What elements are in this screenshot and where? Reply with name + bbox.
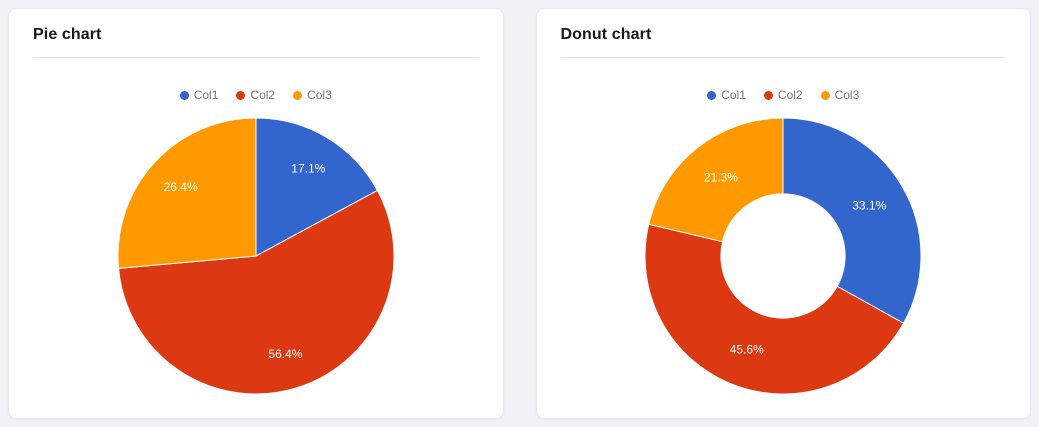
slice-value-label: 26.4% xyxy=(163,180,197,194)
legend-item-col3[interactable]: Col3 xyxy=(293,88,332,102)
slice-value-label: 17.1% xyxy=(291,161,325,175)
pie-chart-card: Pie chart Col1 Col2 Col3 17.1% 56.4% 26.4% xyxy=(8,8,504,419)
legend-label: Col3 xyxy=(307,88,332,102)
slice-col1[interactable] xyxy=(255,117,378,257)
legend-swatch-icon xyxy=(293,90,303,100)
slice-value-label: 21.3% xyxy=(704,171,738,185)
legend-label: Col1 xyxy=(721,88,746,102)
legend-swatch-icon xyxy=(763,90,773,100)
chart-legend: Col1 Col2 Col3 xyxy=(179,88,332,102)
legend-label: Col3 xyxy=(834,88,860,102)
legend-swatch-icon xyxy=(707,90,717,100)
donut-chart-card: Donut chart Col1 Col2 Col3 33.1% 45.6% 21.3% xyxy=(535,8,1031,419)
slice-col3[interactable] xyxy=(117,117,257,269)
slice-col2[interactable] xyxy=(117,189,395,395)
legend-item-col2[interactable]: Col2 xyxy=(763,88,803,102)
slice-col1[interactable] xyxy=(782,117,922,324)
legend-label: Col2 xyxy=(777,88,803,102)
donut-chart: 33.1% 45.6% 21.3% xyxy=(644,117,922,395)
chart-legend: Col1 Col2 Col3 xyxy=(707,88,859,102)
pie-chart: 17.1% 56.4% 26.4% xyxy=(117,117,395,395)
card-title: Donut chart xyxy=(560,26,652,43)
slice-value-label: 45.6% xyxy=(730,342,764,356)
legend-swatch-icon xyxy=(179,90,189,100)
legend-label: Col2 xyxy=(250,88,276,102)
divider xyxy=(33,57,479,58)
slice-value-label: 33.1% xyxy=(853,198,887,212)
slice-value-label: 56.4% xyxy=(268,347,302,361)
card-title: Pie chart xyxy=(33,26,102,43)
legend-item-col2[interactable]: Col2 xyxy=(236,88,275,102)
legend-label: Col1 xyxy=(193,88,219,102)
legend-swatch-icon xyxy=(820,90,830,100)
legend-item-col3[interactable]: Col3 xyxy=(820,88,860,102)
chart-area: Col1 Col2 Col3 33.1% 45.6% 21.3% xyxy=(537,58,1031,418)
slice-col2[interactable] xyxy=(644,223,905,395)
divider xyxy=(560,57,1006,58)
card-header: Pie chart xyxy=(9,9,503,57)
legend-item-col1[interactable]: Col1 xyxy=(707,88,746,102)
legend-swatch-icon xyxy=(236,90,246,100)
legend-item-col1[interactable]: Col1 xyxy=(179,88,219,102)
chart-area: Col1 Col2 Col3 17.1% 56.4% 26.4% xyxy=(9,58,503,418)
slice-col3[interactable] xyxy=(648,117,784,243)
card-header: Donut chart xyxy=(537,9,1031,57)
